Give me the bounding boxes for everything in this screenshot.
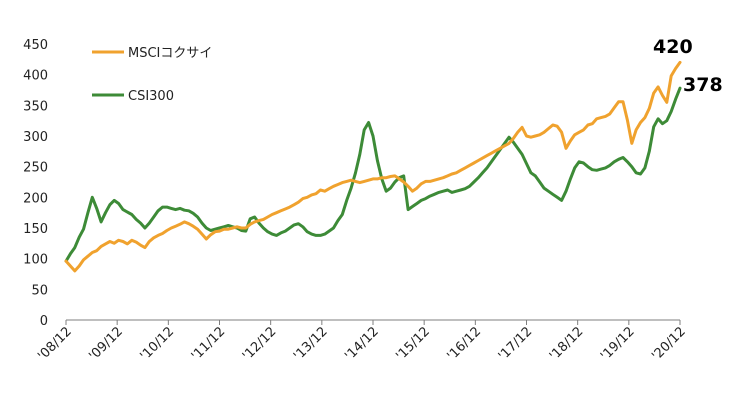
y-tick-label: 50 (31, 283, 48, 298)
x-tick-label: '11/12 (189, 324, 229, 364)
y-tick-label: 150 (23, 222, 48, 237)
x-tick-label: '14/12 (342, 324, 382, 364)
y-tick-label: 0 (40, 314, 48, 329)
x-tick-label: '15/12 (393, 324, 433, 364)
legend: MSCIコクサイ CSI300 (92, 46, 212, 104)
x-axis: '08/12 '09/12 '10/12 '11/12 '12/12 '13/12 '14/… (35, 319, 689, 364)
y-tick-label: 100 (23, 253, 48, 268)
y-tick-label: 350 (23, 99, 48, 114)
y-tick-label: 200 (23, 191, 48, 206)
x-tick-label: '17/12 (496, 324, 536, 364)
y-tick-label: 450 (23, 38, 48, 53)
y-axis-tick-labels: 0 50 100 150 200 250 300 350 400 450 (23, 38, 48, 329)
y-tick-label: 400 (23, 69, 48, 84)
series-line-msci-kokusai (64, 60, 682, 273)
x-tick-label: '13/12 (291, 324, 331, 364)
legend-label: CSI300 (128, 89, 174, 104)
x-tick-label: '16/12 (445, 324, 485, 364)
x-tick-label: '10/12 (138, 324, 178, 364)
series-line-csi300 (64, 86, 682, 263)
x-tick-label: '20/12 (649, 324, 689, 364)
x-tick-label: '08/12 (35, 324, 75, 364)
end-value-label: 378 (683, 74, 723, 96)
legend-label: MSCIコクサイ (128, 46, 212, 61)
end-value-label: 420 (653, 36, 693, 58)
y-tick-label: 300 (23, 130, 48, 145)
x-tick-label: '12/12 (240, 324, 280, 364)
series-layer (64, 60, 682, 273)
x-tick-label: '09/12 (86, 324, 126, 364)
x-tick-label: '19/12 (598, 324, 638, 364)
x-tick-label: '18/12 (547, 324, 587, 364)
y-tick-label: 250 (23, 161, 48, 176)
end-value-labels: 420 378 (653, 36, 723, 96)
